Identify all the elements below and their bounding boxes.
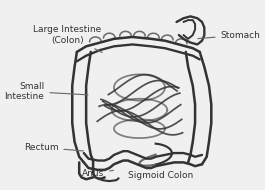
Text: Large Intestine
(Colon): Large Intestine (Colon) <box>33 25 102 53</box>
Text: Small
Intestine: Small Intestine <box>5 82 88 101</box>
Text: Anus: Anus <box>82 169 113 178</box>
Text: Sigmoid Colon: Sigmoid Colon <box>128 166 193 180</box>
Text: Stomach: Stomach <box>198 31 260 40</box>
Text: Rectum: Rectum <box>24 143 83 152</box>
